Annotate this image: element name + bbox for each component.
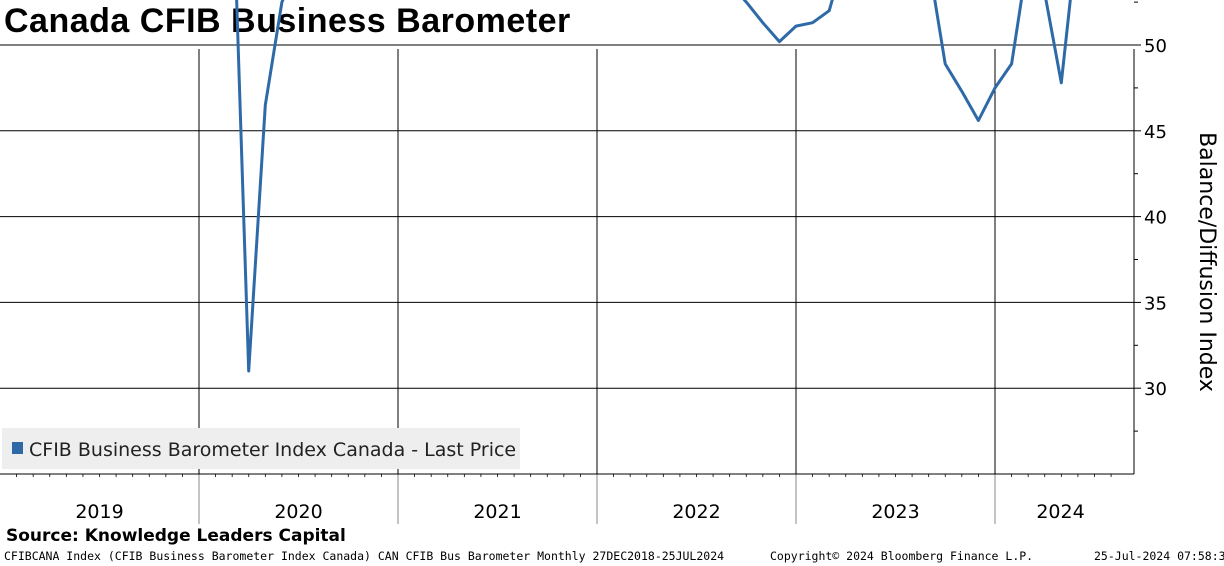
x-axis: 2019 2020 2021 2022 2023 2024 xyxy=(0,473,1134,524)
y-tick-label-45: 45 xyxy=(1144,122,1167,143)
grid-layer xyxy=(0,44,1134,474)
x-tick-label-2023: 2023 xyxy=(871,501,919,523)
footer-timestamp: 25-Jul-2024 07:58:33 xyxy=(1094,549,1224,563)
chart-title: Canada CFIB Business Barometer xyxy=(4,2,571,40)
footer-ticker: CFIBCANA Index (CFIB Business Barometer … xyxy=(4,549,725,563)
y-tick-label-40: 40 xyxy=(1144,208,1167,229)
y-tick-label-50: 50 xyxy=(1144,36,1167,57)
y-axis-label: Balance/Diffusion Index xyxy=(1194,132,1219,392)
y-axis: 303540455055606570 xyxy=(1133,1,1167,474)
x-tick-label-2019: 2019 xyxy=(75,501,123,523)
legend-box xyxy=(2,428,520,469)
legend-label: CFIB Business Barometer Index Canada - L… xyxy=(29,439,516,461)
series-line xyxy=(235,0,1072,373)
y-tick-label-30: 30 xyxy=(1144,379,1167,400)
legend: CFIB Business Barometer Index Canada - L… xyxy=(2,428,520,469)
x-tick-label-2022: 2022 xyxy=(672,501,720,523)
x-tick-label-2021: 2021 xyxy=(473,501,521,523)
x-tick-label-2024: 2024 xyxy=(1036,501,1084,523)
legend-swatch xyxy=(12,442,23,454)
x-tick-label-2020: 2020 xyxy=(274,501,322,523)
footer-copyright: Copyright© 2024 Bloomberg Finance L.P. xyxy=(770,549,1034,563)
source-note: Source: Knowledge Leaders Capital xyxy=(6,526,346,546)
y-tick-label-35: 35 xyxy=(1144,293,1167,314)
